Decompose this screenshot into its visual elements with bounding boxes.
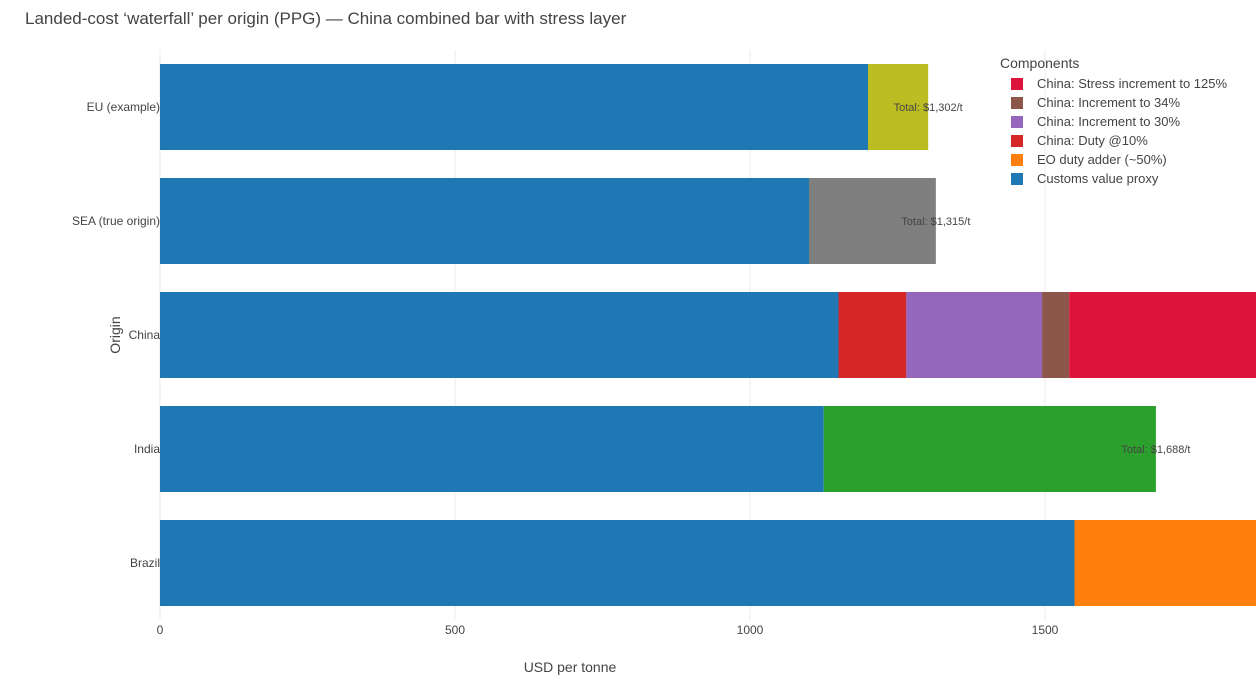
legend-item[interactable]: China: Duty @10% — [1000, 131, 1227, 150]
bar-segment — [160, 520, 1075, 606]
bars — [160, 64, 1256, 606]
bar-segment — [160, 178, 809, 264]
legend-item[interactable]: China: Increment to 30% — [1000, 112, 1227, 131]
legend-label: China: Stress increment to 125% — [1037, 76, 1228, 91]
legend-item[interactable]: China: Increment to 34% — [1000, 93, 1227, 112]
y-tick-label: China — [129, 328, 161, 342]
bar-segment — [868, 64, 929, 150]
bar-segment — [1069, 292, 1256, 378]
y-tick-label: EU (example) — [87, 100, 160, 114]
y-tick-label: Brazil — [130, 556, 160, 570]
legend-label: China: Increment to 30% — [1037, 114, 1181, 129]
bar-segment — [838, 292, 907, 378]
legend-item[interactable]: China: Stress increment to 125% — [1000, 74, 1227, 93]
bar-group — [160, 406, 1156, 492]
legend-label: China: Increment to 34% — [1037, 95, 1181, 110]
x-tick-label: 500 — [445, 623, 465, 637]
legend-swatch — [1011, 115, 1023, 128]
x-tick-labels: 05001000150020002500 — [157, 623, 1059, 637]
legend-swatch — [1011, 96, 1023, 109]
legend-label: EO duty adder (~50%) — [1037, 152, 1167, 167]
bar-segment — [823, 406, 1156, 492]
legend-swatch — [1011, 172, 1023, 185]
legend: Components China: Stress increment to 12… — [1000, 55, 1227, 188]
legend-swatch — [1011, 153, 1023, 166]
x-tick-label: 0 — [157, 623, 164, 637]
bar-total-label: Total: $1,315/t — [901, 216, 970, 228]
bar-group — [160, 520, 1256, 606]
legend-label: Customs value proxy — [1037, 171, 1159, 186]
bar-group — [160, 292, 1256, 378]
legend-title: Components — [1000, 55, 1080, 71]
bar-segment — [1042, 292, 1070, 378]
legend-swatch — [1011, 77, 1023, 90]
x-tick-label: 1500 — [1032, 623, 1059, 637]
x-tick-label: 1000 — [737, 623, 764, 637]
x-axis-title: USD per tonne — [524, 659, 617, 675]
chart-title: Landed-cost ‘waterfall’ per origin (PPG)… — [25, 9, 627, 28]
y-tick-labels: EU (example) SEA (true origin) China India B… — [72, 100, 160, 570]
bar-segment — [160, 406, 824, 492]
bar-total-label: Total: $1,688/t — [1121, 444, 1190, 456]
legend-swatch — [1011, 134, 1023, 147]
legend-item[interactable]: EO duty adder (~50%) — [1000, 150, 1227, 169]
legend-label: China: Duty @10% — [1037, 133, 1148, 148]
bar-total-label: Total: $1,302/t — [894, 102, 963, 114]
y-tick-label: India — [134, 442, 160, 456]
bar-segment — [160, 64, 868, 150]
bar-segment — [809, 178, 936, 264]
bar-group — [160, 178, 936, 264]
bar-segment — [160, 292, 839, 378]
legend-item[interactable]: Customs value proxy — [1000, 169, 1227, 188]
y-axis-title: Origin — [107, 316, 123, 353]
bar-segment — [906, 292, 1043, 378]
bar-group — [160, 64, 929, 150]
y-tick-label: SEA (true origin) — [72, 214, 160, 228]
bar-segment — [1074, 520, 1256, 606]
